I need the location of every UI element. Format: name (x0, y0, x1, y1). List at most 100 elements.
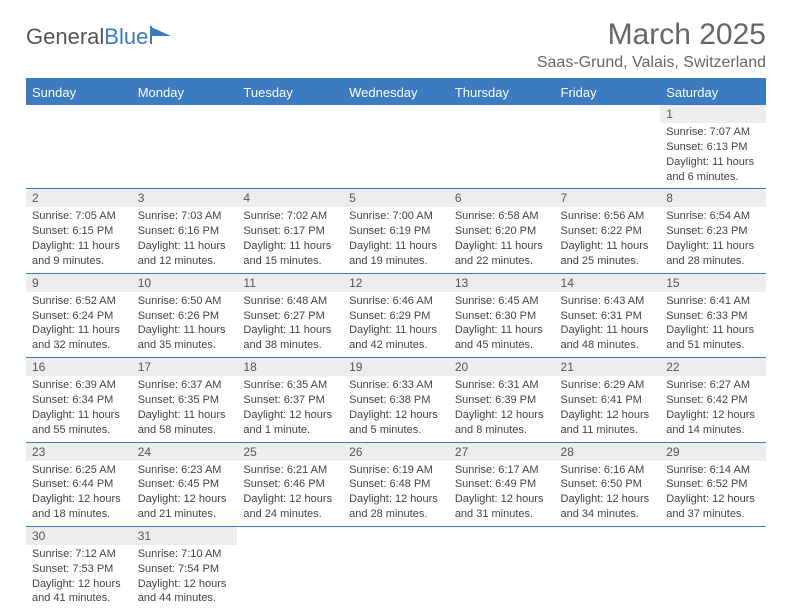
day-detail-line: Sunset: 6:13 PM (666, 140, 760, 155)
day-detail-line: and 9 minutes. (32, 254, 126, 269)
day-detail-line: Sunset: 6:30 PM (455, 309, 549, 324)
location: Saas-Grund, Valais, Switzerland (537, 54, 766, 72)
day-detail-line: Sunset: 6:37 PM (243, 393, 337, 408)
day-detail-line: Sunrise: 6:39 AM (32, 378, 126, 393)
day-details: Sunrise: 6:16 AMSunset: 6:50 PMDaylight:… (555, 461, 661, 526)
day-detail-line: Sunset: 6:44 PM (32, 477, 126, 492)
flag-icon (150, 24, 172, 50)
calendar-week-row: 1Sunrise: 7:07 AMSunset: 6:13 PMDaylight… (26, 105, 766, 189)
logo-text-2: Blue (104, 24, 148, 50)
day-detail-line: Sunrise: 6:17 AM (455, 463, 549, 478)
day-detail-line: Sunset: 6:19 PM (349, 224, 443, 239)
calendar-day-cell (660, 526, 766, 610)
day-detail-line: Sunrise: 6:14 AM (666, 463, 760, 478)
day-detail-line: Daylight: 12 hours (666, 408, 760, 423)
day-details: Sunrise: 7:10 AMSunset: 7:54 PMDaylight:… (132, 545, 238, 610)
header: GeneralBlue March 2025 Saas-Grund, Valai… (26, 18, 766, 72)
day-detail-line: Daylight: 11 hours (349, 323, 443, 338)
day-detail-line: Sunrise: 6:23 AM (138, 463, 232, 478)
month-title: March 2025 (537, 18, 766, 52)
calendar-day-cell: 9Sunrise: 6:52 AMSunset: 6:24 PMDaylight… (26, 273, 132, 357)
day-number: 8 (660, 189, 766, 207)
day-detail-line: Sunrise: 7:03 AM (138, 209, 232, 224)
day-detail-line: Daylight: 11 hours (32, 323, 126, 338)
day-details: Sunrise: 7:02 AMSunset: 6:17 PMDaylight:… (237, 207, 343, 272)
day-detail-line: Daylight: 12 hours (455, 492, 549, 507)
day-detail-line: Sunset: 6:48 PM (349, 477, 443, 492)
day-detail-line: Sunrise: 6:21 AM (243, 463, 337, 478)
day-detail-line: Sunset: 6:17 PM (243, 224, 337, 239)
day-number: 18 (237, 358, 343, 376)
day-number: 19 (343, 358, 449, 376)
day-details: Sunrise: 6:52 AMSunset: 6:24 PMDaylight:… (26, 292, 132, 357)
day-number: 25 (237, 443, 343, 461)
day-detail-line: Sunset: 6:26 PM (138, 309, 232, 324)
day-detail-line: and 14 minutes. (666, 423, 760, 438)
day-detail-line: Daylight: 12 hours (349, 408, 443, 423)
day-detail-line: Sunset: 6:35 PM (138, 393, 232, 408)
day-detail-line: Sunrise: 6:58 AM (455, 209, 549, 224)
day-detail-line: Sunrise: 6:37 AM (138, 378, 232, 393)
day-details: Sunrise: 6:58 AMSunset: 6:20 PMDaylight:… (449, 207, 555, 272)
calendar-week-row: 16Sunrise: 6:39 AMSunset: 6:34 PMDayligh… (26, 358, 766, 442)
day-detail-line: Daylight: 11 hours (349, 239, 443, 254)
day-details: Sunrise: 6:43 AMSunset: 6:31 PMDaylight:… (555, 292, 661, 357)
day-detail-line: and 15 minutes. (243, 254, 337, 269)
calendar-day-cell: 30Sunrise: 7:12 AMSunset: 7:53 PMDayligh… (26, 526, 132, 610)
day-detail-line: Sunrise: 6:16 AM (561, 463, 655, 478)
day-detail-line: Sunrise: 6:25 AM (32, 463, 126, 478)
calendar-day-cell: 24Sunrise: 6:23 AMSunset: 6:45 PMDayligh… (132, 442, 238, 526)
calendar-day-cell: 3Sunrise: 7:03 AMSunset: 6:16 PMDaylight… (132, 189, 238, 273)
day-detail-line: Sunset: 6:38 PM (349, 393, 443, 408)
calendar-week-row: 23Sunrise: 6:25 AMSunset: 6:44 PMDayligh… (26, 442, 766, 526)
day-detail-line: Daylight: 11 hours (243, 323, 337, 338)
calendar-day-cell (449, 526, 555, 610)
calendar-day-cell: 15Sunrise: 6:41 AMSunset: 6:33 PMDayligh… (660, 273, 766, 357)
day-number: 3 (132, 189, 238, 207)
day-detail-line: Sunset: 6:39 PM (455, 393, 549, 408)
calendar-day-cell: 12Sunrise: 6:46 AMSunset: 6:29 PMDayligh… (343, 273, 449, 357)
day-detail-line: and 19 minutes. (349, 254, 443, 269)
day-details: Sunrise: 6:21 AMSunset: 6:46 PMDaylight:… (237, 461, 343, 526)
day-detail-line: Sunset: 6:31 PM (561, 309, 655, 324)
day-detail-line: and 48 minutes. (561, 338, 655, 353)
day-detail-line: Sunrise: 6:45 AM (455, 294, 549, 309)
day-detail-line: and 51 minutes. (666, 338, 760, 353)
day-detail-line: Sunrise: 6:48 AM (243, 294, 337, 309)
day-number: 17 (132, 358, 238, 376)
calendar-day-cell: 20Sunrise: 6:31 AMSunset: 6:39 PMDayligh… (449, 358, 555, 442)
day-details: Sunrise: 6:14 AMSunset: 6:52 PMDaylight:… (660, 461, 766, 526)
day-detail-line: Sunrise: 6:41 AM (666, 294, 760, 309)
day-detail-line: and 38 minutes. (243, 338, 337, 353)
calendar-day-cell (343, 105, 449, 189)
day-detail-line: and 35 minutes. (138, 338, 232, 353)
day-detail-line: Daylight: 11 hours (243, 239, 337, 254)
day-detail-line: and 41 minutes. (32, 591, 126, 606)
day-detail-line: and 6 minutes. (666, 170, 760, 185)
day-detail-line: and 31 minutes. (455, 507, 549, 522)
day-detail-line: Daylight: 12 hours (455, 408, 549, 423)
day-detail-line: and 58 minutes. (138, 423, 232, 438)
calendar-day-cell: 17Sunrise: 6:37 AMSunset: 6:35 PMDayligh… (132, 358, 238, 442)
day-number: 22 (660, 358, 766, 376)
day-details: Sunrise: 6:33 AMSunset: 6:38 PMDaylight:… (343, 376, 449, 441)
day-details: Sunrise: 6:48 AMSunset: 6:27 PMDaylight:… (237, 292, 343, 357)
calendar-day-cell (555, 105, 661, 189)
day-detail-line: Sunrise: 6:29 AM (561, 378, 655, 393)
day-detail-line: and 21 minutes. (138, 507, 232, 522)
day-detail-line: Sunset: 7:53 PM (32, 562, 126, 577)
day-detail-line: Sunset: 6:46 PM (243, 477, 337, 492)
day-detail-line: and 28 minutes. (666, 254, 760, 269)
calendar-day-cell: 10Sunrise: 6:50 AMSunset: 6:26 PMDayligh… (132, 273, 238, 357)
day-detail-line: Sunrise: 6:31 AM (455, 378, 549, 393)
day-number: 27 (449, 443, 555, 461)
day-detail-line: Daylight: 12 hours (243, 408, 337, 423)
day-detail-line: and 1 minute. (243, 423, 337, 438)
title-block: March 2025 Saas-Grund, Valais, Switzerla… (537, 18, 766, 72)
day-details: Sunrise: 7:07 AMSunset: 6:13 PMDaylight:… (660, 123, 766, 188)
day-details: Sunrise: 6:54 AMSunset: 6:23 PMDaylight:… (660, 207, 766, 272)
day-detail-line: Sunrise: 6:19 AM (349, 463, 443, 478)
day-detail-line: Daylight: 12 hours (561, 492, 655, 507)
day-detail-line: Sunset: 6:50 PM (561, 477, 655, 492)
day-number: 2 (26, 189, 132, 207)
